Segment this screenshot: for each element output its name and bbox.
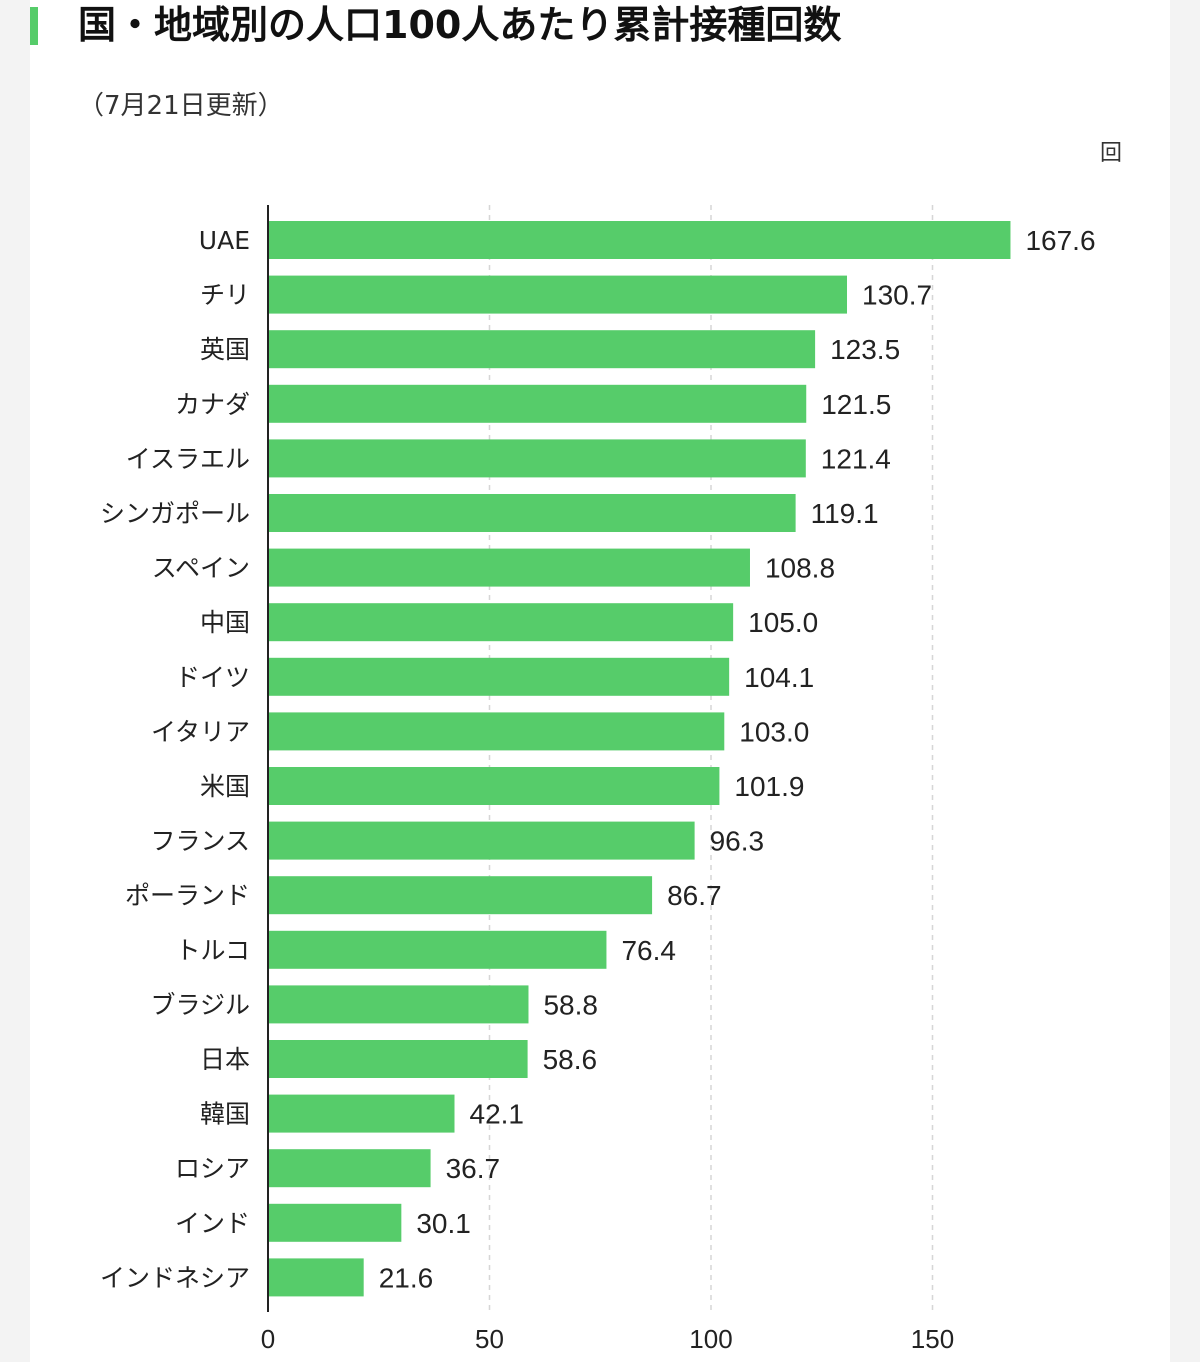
bar [268,1040,528,1078]
bar [268,930,607,969]
category-label: ポーランド [125,881,250,910]
value-label: 58.6 [543,1044,598,1075]
bar [268,876,653,915]
value-label: 108.8 [765,553,835,584]
chart-title: 国・地域別の人口100人あたり累計接種回数 [78,3,842,47]
value-label: 167.6 [1025,225,1095,256]
value-label: 121.4 [821,443,891,474]
category-label: 米国 [200,772,250,801]
category-label: フランス [150,827,250,856]
value-label: 105.0 [748,607,818,638]
category-label: ロシア [175,1154,250,1183]
value-label: 36.7 [446,1153,501,1184]
category-label: インドネシア [100,1263,250,1292]
category-label: チリ [200,281,250,310]
value-label: 30.1 [416,1208,471,1239]
bar [268,1258,364,1297]
category-label: ドイツ [175,663,250,692]
bar [268,384,807,423]
value-label: 58.8 [543,989,598,1020]
category-label: UAE [199,226,250,255]
bar [268,1203,402,1242]
value-label: 103.0 [739,716,809,747]
category-label: イスラエル [126,444,250,473]
bar [268,1149,431,1188]
value-label: 101.9 [734,771,804,802]
bar [268,767,720,805]
x-tick-label: 150 [911,1324,954,1354]
category-label: スペイン [152,554,250,583]
category-label: インド [175,1209,250,1238]
category-label: シンガポール [100,499,250,528]
bar [268,439,806,478]
category-label: 韓国 [200,1100,250,1129]
value-label: 121.5 [821,389,891,420]
value-label: 76.4 [621,935,676,966]
x-tick-label: 0 [261,1324,275,1354]
value-label: 42.1 [470,1099,525,1130]
value-label: 21.6 [379,1262,434,1293]
value-label: 86.7 [667,880,722,911]
category-label: 中国 [200,608,250,637]
title-accent-bar [30,7,38,45]
category-label: 日本 [200,1045,250,1074]
bar [268,330,816,369]
category-label: カナダ [175,390,250,419]
bar [268,657,730,696]
x-tick-label: 50 [475,1324,504,1354]
bar [268,1094,455,1133]
value-label: 130.7 [862,280,932,311]
bar [268,712,725,751]
value-label: 119.1 [811,498,879,529]
category-label: イタリア [151,717,250,746]
bar [268,494,796,532]
value-label: 96.3 [710,826,765,857]
unit-label: 回 [1100,141,1123,166]
x-tick-label: 100 [689,1324,732,1354]
category-label: ブラジル [150,990,250,1019]
bar [268,221,1011,259]
bar [268,275,848,314]
bar [268,821,695,860]
bar [268,548,750,587]
value-label: 123.5 [830,334,900,365]
category-label: 英国 [200,335,250,364]
update-date: （7月21日更新） [78,91,284,121]
bar [268,603,734,642]
value-label: 104.1 [744,662,814,693]
category-label: トルコ [175,936,250,965]
bar [268,985,529,1024]
